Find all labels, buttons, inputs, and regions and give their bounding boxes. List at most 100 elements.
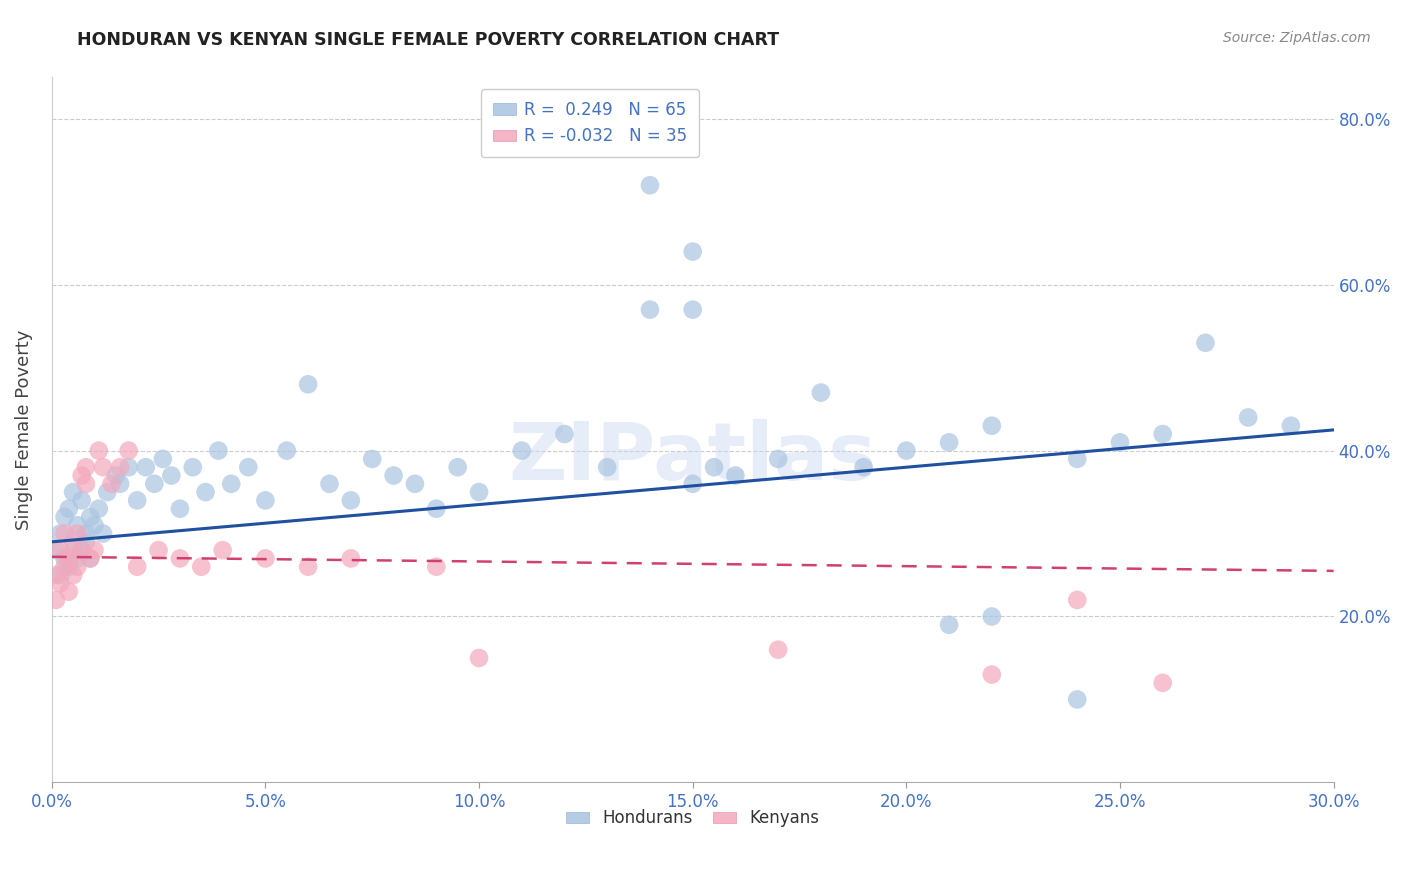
Point [45,568,67,582]
Point [1279,418,1302,433]
Point [318,476,340,491]
Point [135,460,157,475]
Point [382,468,405,483]
Point [766,451,789,466]
Point [638,178,661,193]
Point [682,302,704,317]
Point [58,559,80,574]
Point [468,485,491,500]
Point [404,476,426,491]
Point [1152,676,1174,690]
Point [53,551,76,566]
Point [810,385,832,400]
Point [75,476,97,491]
Point [276,443,298,458]
Point [62,568,84,582]
Point [83,543,105,558]
Point [160,468,183,483]
Point [66,518,89,533]
Point [79,551,101,566]
Point [181,460,204,475]
Point [1237,410,1260,425]
Point [127,493,149,508]
Point [152,451,174,466]
Point [96,485,118,500]
Point [66,559,89,574]
Point [896,443,918,458]
Point [1194,335,1216,350]
Point [1066,692,1088,706]
Point [596,460,619,475]
Point [211,543,233,558]
Point [66,551,89,566]
Point [91,526,114,541]
Point [75,534,97,549]
Point [75,526,97,541]
Point [100,476,122,491]
Point [62,543,84,558]
Point [108,460,131,475]
Point [79,551,101,566]
Text: Source: ZipAtlas.com: Source: ZipAtlas.com [1223,31,1371,45]
Point [340,493,363,508]
Point [49,568,72,582]
Text: HONDURAN VS KENYAN SINGLE FEMALE POVERTY CORRELATION CHART: HONDURAN VS KENYAN SINGLE FEMALE POVERTY… [77,31,779,49]
Point [66,526,89,541]
Point [425,559,447,574]
Point [852,460,875,475]
Point [553,427,575,442]
Point [169,501,191,516]
Point [45,593,67,607]
Point [361,451,384,466]
Point [91,460,114,475]
Point [148,543,170,558]
Point [682,476,704,491]
Point [1066,451,1088,466]
Point [70,543,93,558]
Point [447,460,470,475]
Point [238,460,260,475]
Point [1109,435,1132,450]
Text: ZIPatlas: ZIPatlas [509,419,877,497]
Point [682,244,704,259]
Point [58,584,80,599]
Point [207,443,229,458]
Point [70,543,93,558]
Point [980,609,1002,624]
Point [254,493,277,508]
Point [118,460,141,475]
Point [297,377,319,392]
Point [1152,427,1174,442]
Point [45,543,67,558]
Point [49,526,72,541]
Y-axis label: Single Female Poverty: Single Female Poverty [15,330,32,530]
Point [938,617,960,632]
Legend: Hondurans, Kenyans: Hondurans, Kenyans [560,803,827,834]
Point [87,443,110,458]
Point [143,476,166,491]
Point [104,468,127,483]
Point [297,559,319,574]
Point [766,642,789,657]
Point [70,493,93,508]
Point [169,551,191,566]
Point [87,501,110,516]
Point [468,651,491,665]
Point [127,559,149,574]
Point [980,418,1002,433]
Point [108,476,131,491]
Point [190,559,212,574]
Point [70,468,93,483]
Point [118,443,141,458]
Point [510,443,533,458]
Point [83,518,105,533]
Point [938,435,960,450]
Point [980,667,1002,681]
Point [58,551,80,566]
Point [724,468,747,483]
Point [194,485,217,500]
Point [58,501,80,516]
Point [425,501,447,516]
Point [79,510,101,524]
Point [53,510,76,524]
